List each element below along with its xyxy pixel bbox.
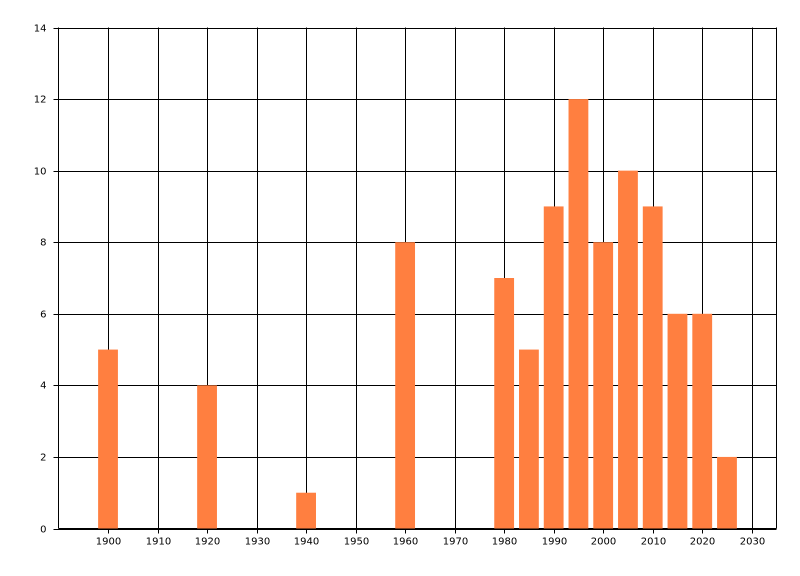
bar — [593, 242, 614, 529]
bar — [667, 313, 688, 529]
y-tick-label: 10 — [34, 167, 47, 178]
x-tick-label: 2010 — [641, 537, 666, 548]
bar — [618, 170, 638, 529]
x-tick-label: 1940 — [294, 537, 319, 548]
x-tick-label: 2030 — [740, 537, 765, 548]
y-tick-label: 0 — [40, 525, 46, 536]
y-tick-label: 4 — [40, 381, 46, 392]
bar — [642, 206, 663, 529]
x-tick-label: 1900 — [96, 537, 121, 548]
y-tick-label: 6 — [40, 310, 46, 321]
bar — [543, 206, 564, 529]
y-tick-label: 8 — [40, 238, 46, 249]
bar — [519, 349, 539, 529]
bar — [568, 99, 589, 529]
bar — [296, 492, 316, 529]
bar — [98, 349, 118, 529]
y-tick-label: 12 — [34, 95, 47, 106]
x-tick-label: 1980 — [492, 537, 517, 548]
x-tick-label: 1920 — [195, 537, 220, 548]
x-tick-label: 2020 — [690, 537, 715, 548]
bar — [692, 313, 713, 529]
bar — [494, 278, 515, 529]
bar — [197, 385, 217, 529]
y-tick-label: 2 — [40, 453, 46, 464]
x-tick-label: 1970 — [443, 537, 468, 548]
x-tick-label: 1990 — [542, 537, 567, 548]
x-tick-label: 1960 — [393, 537, 418, 548]
x-tick-label: 1910 — [146, 537, 171, 548]
y-tick-label: 14 — [34, 24, 47, 35]
bar — [717, 456, 737, 529]
x-tick-label: 2000 — [591, 537, 616, 548]
x-tick-label: 1930 — [245, 537, 270, 548]
bar — [395, 242, 416, 529]
x-tick-label: 1950 — [344, 537, 369, 548]
